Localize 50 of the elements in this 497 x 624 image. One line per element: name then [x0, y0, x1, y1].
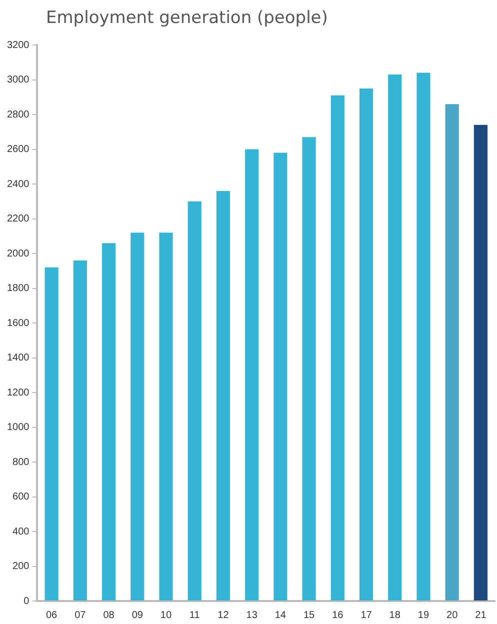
x-tick-label: 08	[103, 610, 115, 621]
x-tick-label: 17	[360, 610, 372, 621]
y-tick-label: 1000	[6, 422, 30, 433]
x-tick-label: 07	[74, 610, 86, 621]
x-tick-label: 16	[332, 610, 344, 621]
bar	[388, 74, 402, 600]
x-tick-label: 20	[446, 610, 458, 621]
x-tick-label: 15	[303, 610, 316, 621]
y-tick-label: 1800	[6, 283, 30, 294]
x-tick-label: 10	[160, 610, 172, 621]
y-tick-label: 2400	[6, 178, 30, 190]
y-tick-label: 600	[12, 492, 30, 502]
bar	[159, 232, 173, 600]
y-tick-label: 1200	[6, 387, 30, 398]
x-tick-label: 14	[274, 610, 286, 621]
bar	[274, 152, 288, 600]
bar	[73, 260, 87, 600]
bar	[245, 149, 259, 600]
bar	[216, 190, 230, 600]
y-tick-label: 1400	[6, 352, 30, 364]
bar	[416, 72, 430, 600]
bar	[474, 124, 488, 600]
y-tick-label: 2800	[6, 109, 30, 120]
x-tick-label: 06	[46, 610, 58, 621]
bar	[302, 137, 316, 600]
bar	[102, 243, 116, 600]
x-tick-label: 18	[389, 610, 401, 621]
y-tick-label: 1600	[6, 318, 30, 329]
y-tick-label: 3000	[6, 74, 30, 86]
y-tick-label: 3200	[6, 40, 30, 51]
x-tick-label: 12	[218, 610, 230, 621]
y-tick-label: 2600	[6, 144, 30, 155]
chart-title: Employment generation (people)	[46, 8, 328, 28]
bar	[330, 95, 344, 600]
x-tick-label: 11	[189, 610, 200, 621]
bar	[445, 104, 459, 600]
y-tick-label: 2200	[6, 214, 30, 224]
x-tick-label: 13	[246, 610, 258, 621]
bar	[188, 201, 202, 600]
x-tick-label: 09	[132, 610, 144, 621]
y-tick-label: 200	[12, 561, 30, 572]
bar	[130, 232, 144, 600]
bar	[44, 267, 58, 600]
bar	[359, 88, 374, 600]
x-tick-label: 21	[475, 610, 487, 621]
y-tick-label: 2000	[6, 248, 30, 260]
y-tick-label: 0	[24, 596, 30, 607]
y-tick-label: 400	[12, 526, 30, 538]
x-tick-label: 19	[418, 610, 430, 621]
y-tick-label: 800	[12, 456, 30, 468]
